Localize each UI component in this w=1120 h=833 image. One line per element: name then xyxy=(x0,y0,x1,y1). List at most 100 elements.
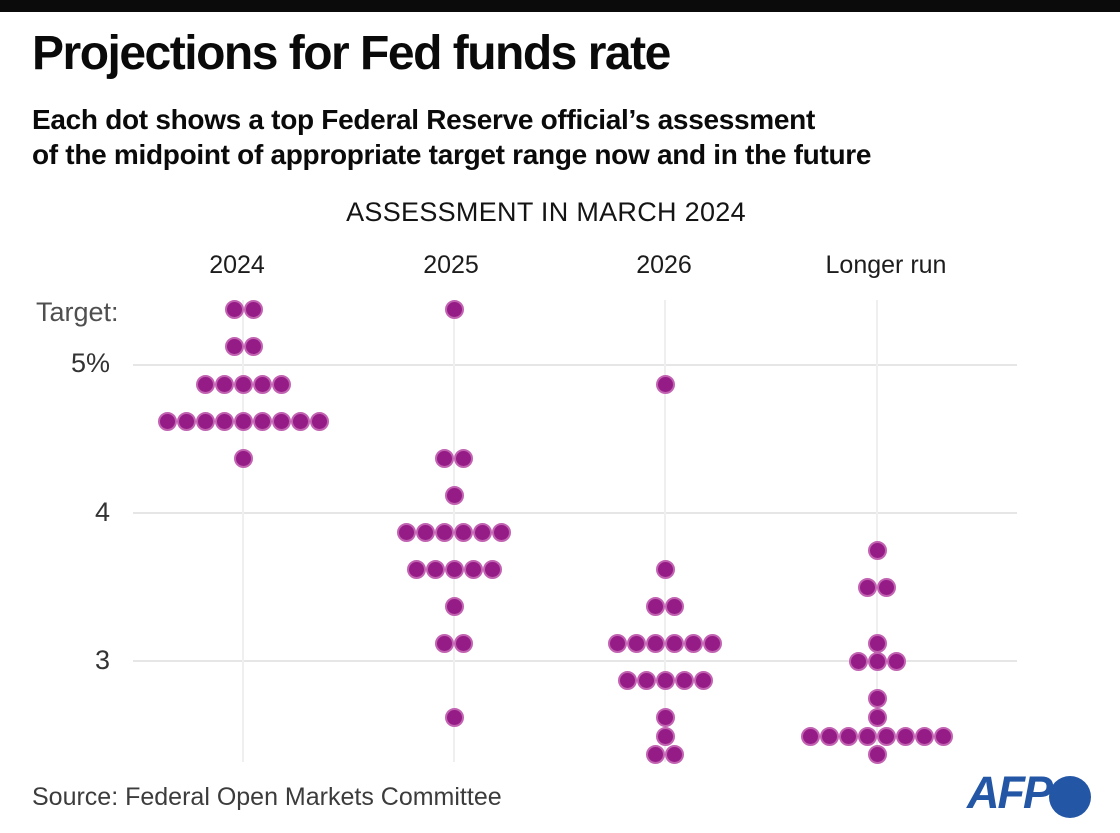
subtitle-line-1: Each dot shows a top Federal Reserve off… xyxy=(32,104,815,135)
column-header-2025: 2025 xyxy=(423,251,479,279)
projection-dot xyxy=(848,652,868,672)
projection-dot xyxy=(655,707,675,727)
projection-dot xyxy=(867,707,887,727)
projection-dot xyxy=(215,411,234,431)
projection-dot xyxy=(463,559,483,579)
projection-dot xyxy=(177,411,196,431)
projection-dot xyxy=(858,578,877,598)
projection-dot xyxy=(665,745,684,765)
projection-dot xyxy=(867,689,887,709)
projection-dot xyxy=(877,578,896,598)
projection-dot xyxy=(492,522,511,542)
projection-dot xyxy=(867,652,887,672)
projection-dot xyxy=(896,726,915,746)
projection-dot xyxy=(272,374,291,394)
projection-dot xyxy=(703,633,722,653)
projection-dot xyxy=(867,541,887,561)
projection-dot xyxy=(435,522,454,542)
top-accent-bar xyxy=(0,0,1120,12)
projection-dot xyxy=(684,633,703,653)
projection-dot xyxy=(646,745,665,765)
projection-dot xyxy=(291,411,310,431)
projection-dot xyxy=(867,633,887,653)
projection-dot xyxy=(801,726,820,746)
projection-dot xyxy=(196,411,215,431)
projection-dot xyxy=(655,726,675,746)
projection-dot xyxy=(253,374,272,394)
projection-dot xyxy=(224,337,244,357)
projection-dot xyxy=(636,670,656,690)
projection-dot xyxy=(655,670,675,690)
y-axis-label: Target: xyxy=(36,297,119,327)
projection-dot xyxy=(693,670,713,690)
projection-dot xyxy=(253,411,272,431)
projection-dot xyxy=(877,726,896,746)
projection-dot xyxy=(215,374,234,394)
projection-dot xyxy=(243,300,263,320)
chart-title: ASSESSMENT IN MARCH 2024 xyxy=(346,197,746,227)
projection-dot xyxy=(234,411,253,431)
projection-dot xyxy=(158,411,177,431)
column-gridline-longer-run xyxy=(876,300,878,762)
source-credit: Source: Federal Open Markets Committee xyxy=(32,783,502,811)
projection-dot xyxy=(234,374,253,394)
projection-dot xyxy=(839,726,858,746)
column-header-longer-run: Longer run xyxy=(825,251,947,279)
projection-dot xyxy=(444,559,464,579)
projection-dot xyxy=(665,596,684,616)
projection-dot xyxy=(646,596,665,616)
projection-dot xyxy=(915,726,934,746)
projection-dot xyxy=(820,726,839,746)
projection-dot xyxy=(473,522,492,542)
projection-dot xyxy=(397,522,416,542)
projection-dot xyxy=(665,633,684,653)
projection-dot xyxy=(224,300,244,320)
projection-dot xyxy=(858,726,877,746)
projection-dot xyxy=(655,374,675,394)
column-header-2024: 2024 xyxy=(209,251,265,279)
projection-dot xyxy=(617,670,637,690)
afp-logo-globe-icon xyxy=(1049,776,1091,818)
gridline-3 xyxy=(133,660,1017,662)
projection-dot xyxy=(934,726,953,746)
projection-dot xyxy=(435,633,454,653)
projection-dot xyxy=(416,522,435,542)
subtitle-line-2: of the midpoint of appropriate target ra… xyxy=(32,139,872,170)
page-title: Projections for Fed funds rate xyxy=(32,27,671,80)
column-gridline-2024 xyxy=(242,300,244,762)
projection-dot xyxy=(627,633,646,653)
projection-dot xyxy=(444,300,464,320)
projection-dot xyxy=(444,707,464,727)
projection-dot xyxy=(886,652,906,672)
y-tick-5pct: 5% xyxy=(70,348,110,378)
projection-dot xyxy=(454,522,473,542)
projection-dot xyxy=(406,559,426,579)
projection-dot xyxy=(444,485,464,505)
projection-dot xyxy=(243,337,263,357)
projection-dot xyxy=(608,633,627,653)
projection-dot xyxy=(310,411,329,431)
projection-dot xyxy=(454,633,473,653)
projection-dot xyxy=(867,745,887,765)
projection-dot xyxy=(196,374,215,394)
afp-logo-text: AFP xyxy=(967,767,1053,818)
projection-dot xyxy=(425,559,445,579)
column-header-2026: 2026 xyxy=(636,251,692,279)
projection-dot xyxy=(444,596,464,616)
column-gridline-2026 xyxy=(664,300,666,762)
subtitle: Each dot shows a top Federal Reserve off… xyxy=(32,102,1072,172)
y-tick-4: 4 xyxy=(94,497,110,527)
projection-dot xyxy=(646,633,665,653)
projection-dot xyxy=(482,559,502,579)
projection-dot xyxy=(234,448,253,468)
projection-dot xyxy=(655,559,675,579)
projection-dot xyxy=(454,448,473,468)
gridline-4 xyxy=(133,512,1017,514)
projection-dot xyxy=(674,670,694,690)
projection-dot xyxy=(435,448,454,468)
gridline-5pct xyxy=(133,364,1017,366)
projection-dot xyxy=(272,411,291,431)
y-tick-3: 3 xyxy=(94,645,110,675)
